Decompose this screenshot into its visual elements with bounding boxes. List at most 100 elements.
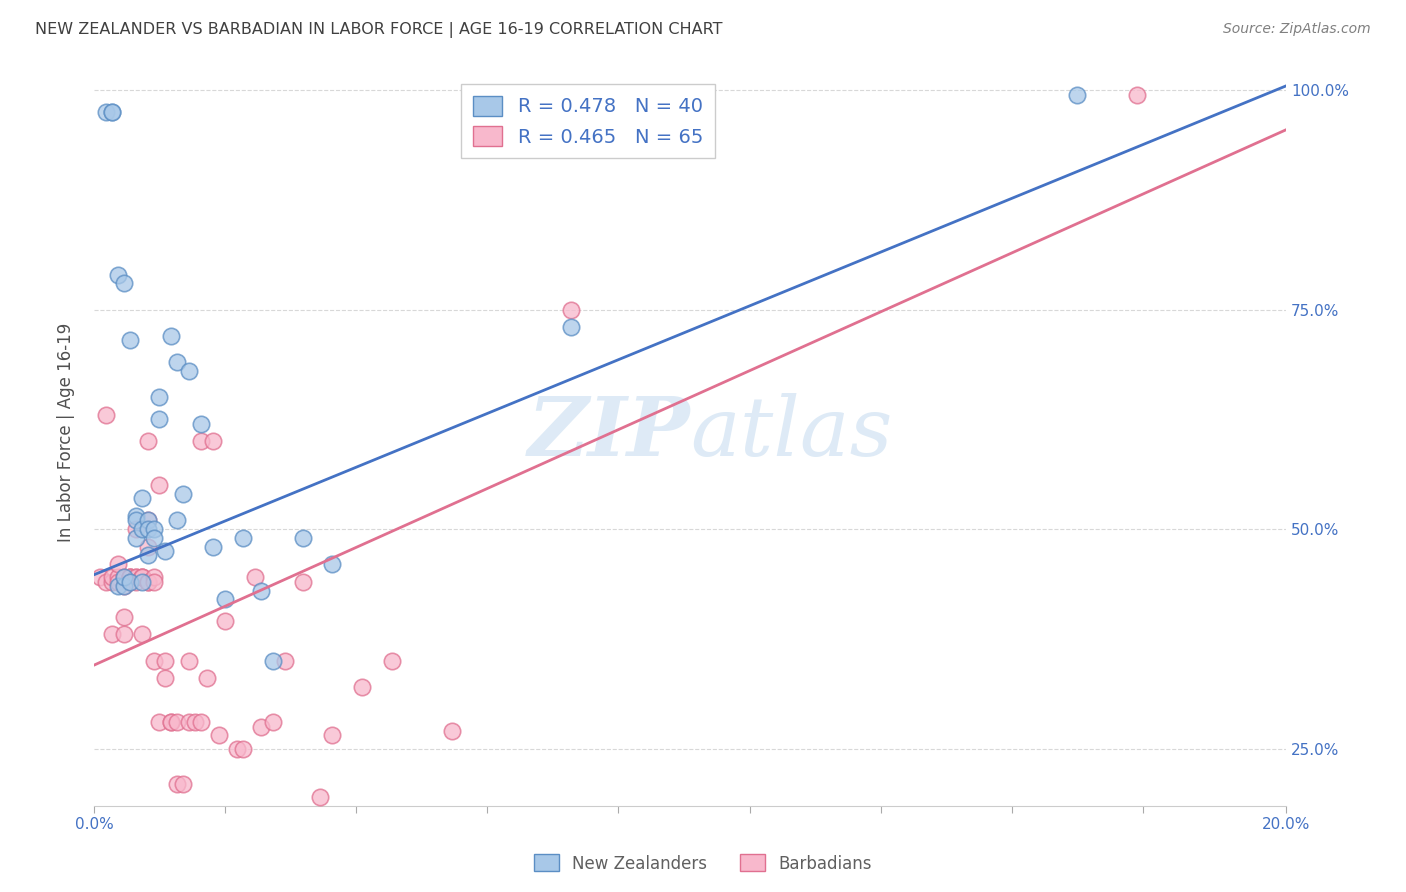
Point xyxy=(148,412,170,426)
Point xyxy=(124,522,146,536)
Point xyxy=(124,570,146,584)
Point xyxy=(321,728,343,742)
Point xyxy=(381,654,404,668)
Point xyxy=(101,570,124,584)
Point xyxy=(118,334,141,348)
Point xyxy=(118,570,141,584)
Point xyxy=(131,570,153,584)
Point xyxy=(291,574,314,589)
Point xyxy=(107,268,129,282)
Point xyxy=(560,302,582,317)
Point xyxy=(101,574,124,589)
Point xyxy=(112,570,135,584)
Text: Source: ZipAtlas.com: Source: ZipAtlas.com xyxy=(1223,22,1371,37)
Point xyxy=(148,391,170,405)
Point xyxy=(142,570,165,584)
Point xyxy=(131,570,153,584)
Point xyxy=(136,574,159,589)
Y-axis label: In Labor Force | Age 16-19: In Labor Force | Age 16-19 xyxy=(58,323,75,542)
Point xyxy=(309,789,332,804)
Point xyxy=(166,513,188,527)
Point xyxy=(142,531,165,545)
Text: ZIP: ZIP xyxy=(527,392,690,473)
Point xyxy=(94,105,117,120)
Point xyxy=(136,513,159,527)
Point xyxy=(226,741,249,756)
Point xyxy=(1126,87,1149,102)
Point xyxy=(179,364,201,378)
Point xyxy=(124,574,146,589)
Point xyxy=(202,540,225,554)
Point xyxy=(172,777,194,791)
Point xyxy=(160,329,183,343)
Point xyxy=(136,434,159,449)
Point xyxy=(172,487,194,501)
Point xyxy=(142,574,165,589)
Point xyxy=(179,654,201,668)
Point xyxy=(131,491,153,506)
Point xyxy=(112,579,135,593)
Point xyxy=(250,720,273,734)
Point xyxy=(262,715,284,730)
Text: atlas: atlas xyxy=(690,392,893,473)
Point xyxy=(118,574,141,589)
Point xyxy=(131,522,153,536)
Point xyxy=(195,671,218,685)
Point xyxy=(131,627,153,641)
Point xyxy=(262,654,284,668)
Point xyxy=(107,570,129,584)
Point xyxy=(166,715,188,730)
Point xyxy=(214,615,236,629)
Point xyxy=(321,558,343,572)
Point xyxy=(118,574,141,589)
Point xyxy=(101,105,124,120)
Point xyxy=(202,434,225,449)
Point xyxy=(136,513,159,527)
Point xyxy=(560,320,582,334)
Point xyxy=(136,522,159,536)
Point xyxy=(124,570,146,584)
Point xyxy=(190,417,212,431)
Point xyxy=(155,671,177,685)
Point xyxy=(232,531,254,545)
Point xyxy=(131,574,153,589)
Point xyxy=(352,680,374,694)
Point xyxy=(166,777,188,791)
Point xyxy=(155,654,177,668)
Point xyxy=(131,570,153,584)
Point xyxy=(148,715,170,730)
Point xyxy=(107,574,129,589)
Point xyxy=(101,105,124,120)
Point xyxy=(136,574,159,589)
Point xyxy=(1066,87,1088,102)
Point xyxy=(124,508,146,523)
Point xyxy=(118,570,141,584)
Point xyxy=(208,728,231,742)
Point xyxy=(142,654,165,668)
Point xyxy=(124,531,146,545)
Point xyxy=(179,715,201,730)
Point xyxy=(112,610,135,624)
Point xyxy=(214,592,236,607)
Text: NEW ZEALANDER VS BARBADIAN IN LABOR FORCE | AGE 16-19 CORRELATION CHART: NEW ZEALANDER VS BARBADIAN IN LABOR FORC… xyxy=(35,22,723,38)
Legend: New Zealanders, Barbadians: New Zealanders, Barbadians xyxy=(527,847,879,880)
Point xyxy=(190,715,212,730)
Point xyxy=(142,522,165,536)
Point xyxy=(94,408,117,422)
Point xyxy=(250,583,273,598)
Point xyxy=(166,355,188,369)
Point xyxy=(89,570,111,584)
Point xyxy=(155,544,177,558)
Point xyxy=(184,715,207,730)
Point xyxy=(232,741,254,756)
Point xyxy=(112,277,135,291)
Point xyxy=(440,724,463,739)
Point xyxy=(107,579,129,593)
Point xyxy=(243,570,266,584)
Point xyxy=(291,531,314,545)
Point xyxy=(273,654,295,668)
Point xyxy=(160,715,183,730)
Point xyxy=(136,549,159,563)
Point xyxy=(112,570,135,584)
Point xyxy=(190,434,212,449)
